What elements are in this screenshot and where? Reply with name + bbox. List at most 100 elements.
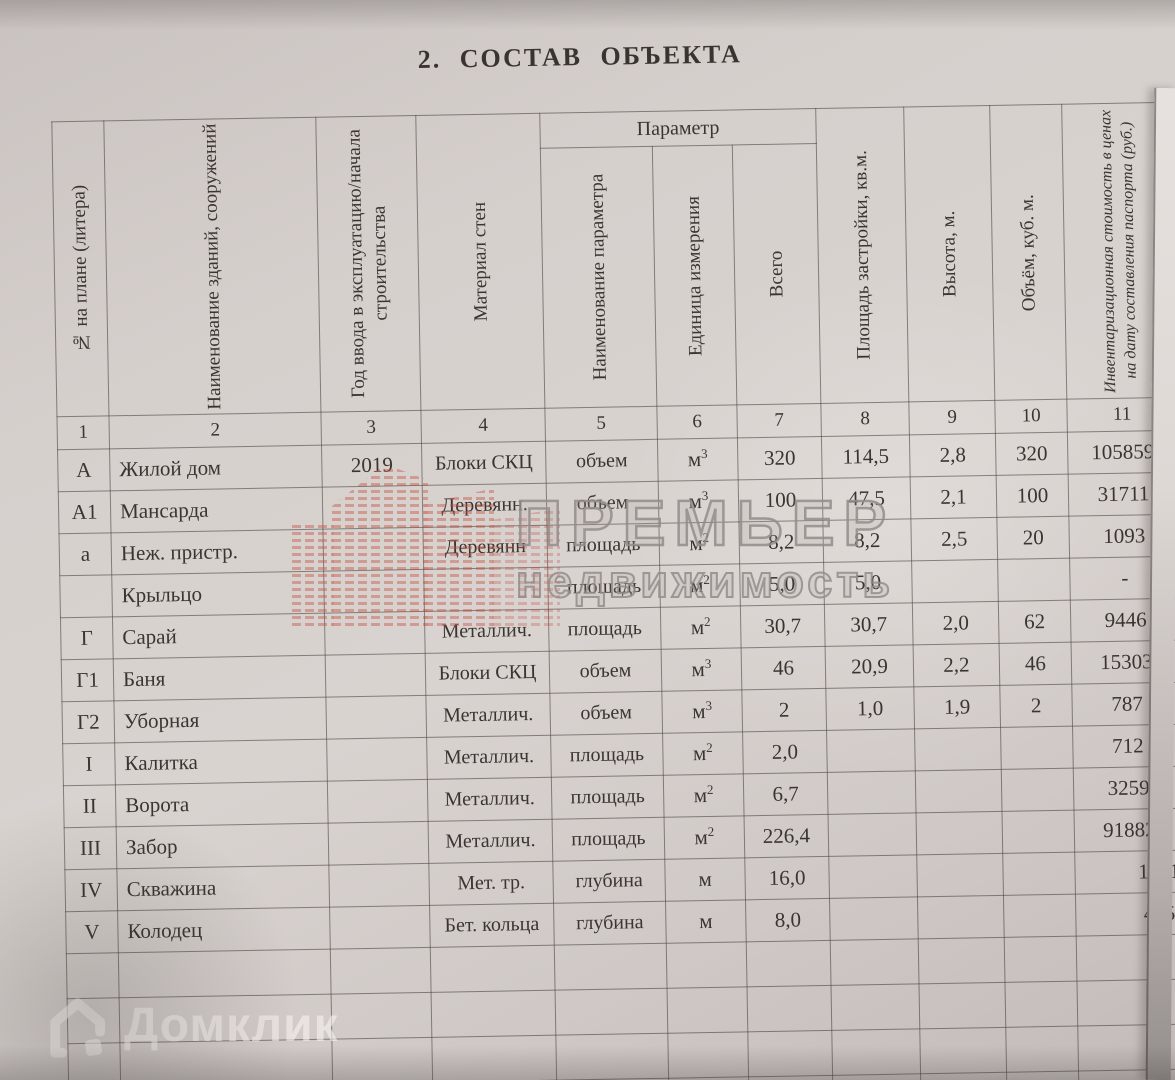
column-header-label: Инвентаризационная стоимость в ценах на … [1096,109,1140,393]
table-cell-total: 5,0 [739,562,825,606]
table-cell-height: 2,5 [910,517,998,561]
unit-base: м [688,489,703,514]
table-cell-total: 320 [737,436,823,480]
table-cell-param: площадь [547,565,661,610]
cell-value: 2019 [350,452,394,478]
cell-value: 8,0 [774,907,802,932]
table-cell-material: Металлич. [427,777,553,822]
cell-value: 62 [1023,609,1046,634]
column-header-label: Наименование зданий, сооружений [198,123,225,410]
table-header-cell: Единица измерения [652,144,737,407]
cell-value: объем [579,659,632,683]
cell-value: 8,2 [767,529,795,554]
unit-base: м [698,866,712,892]
cell-value: I [85,751,93,776]
empty-cell [555,988,668,1036]
cell-value: Металлич. [442,703,534,727]
table-header-cell: № на плане (литера) [51,120,109,417]
unit-base: м [692,741,707,766]
table-cell-unit: м [664,857,746,902]
cell-value: Блоки СКЦ [438,660,537,685]
cell-value: Жилой дом [119,455,222,482]
cell-value: 30,7 [850,611,888,637]
table-cell-name: Крыльцо [111,571,325,617]
cell-value: глубина [575,869,644,893]
table-cell-litera: а [59,532,112,576]
table-cell-year [328,863,430,908]
cell-value: Калитка [124,749,199,776]
table-cell-year [329,905,431,950]
column-header-label: № на плане (литера) [68,184,92,353]
cell-value: площадь [567,617,643,641]
table-cell-area [829,896,919,941]
cell-value: площадь [565,533,641,557]
cell-value: 2 [1030,693,1042,718]
table-cell-year [323,569,425,614]
unit-superscript: 2 [702,529,710,546]
column-number-cell: 8 [820,401,910,437]
column-header-label: Объём, куб. м. [1016,193,1040,311]
table-cell-param: объем [545,439,659,484]
unit-base: м [691,657,706,682]
cell-value: 2 [778,697,790,722]
param-group-header: Параметр [539,108,817,149]
cell-value: 8,2 [853,527,881,553]
table-cell-area: 47,5 [822,476,911,521]
column-number-cell: 10 [994,399,1068,434]
table-cell-total: 100 [738,478,823,522]
table-header-cell: Площадь застройки, кв.м. [815,106,909,404]
empty-cell [918,982,1006,1029]
column-header-label: Единица измерения [682,195,707,356]
cell-value: Крыльцо [121,581,203,608]
unit-superscript: 3 [700,445,708,462]
cell-value: 20 [1022,525,1044,550]
table-cell-height [915,769,1002,813]
bottom-shadow [0,1046,1175,1080]
table-cell-area [828,812,917,857]
cell-value: 6,7 [772,781,799,806]
table-cell-unit: м3 [658,479,739,524]
table-cell-name: Уборная [113,697,327,743]
table-cell-param: глубина [553,901,667,946]
table-cell-name: Сарай [112,613,326,659]
table-cell-unit: м2 [663,773,745,818]
table-cell-volume [997,558,1071,602]
unit-base: м [694,824,708,850]
table-cell-volume [1002,852,1076,896]
table-cell-height: 2,2 [913,643,1000,687]
unit-superscript: 3 [701,487,709,504]
cell-value: Г [80,625,94,650]
table-cell-total: 226,4 [744,814,829,858]
table-cell-litera: Г2 [61,700,115,744]
table-cell-total: 8,2 [738,520,824,564]
unit-superscript: 2 [703,571,710,588]
cell-value: объем [575,449,628,473]
table-cell-area: 20,9 [825,644,914,689]
cell-value: Сарай [122,624,177,650]
cell-value: Бет. кольца [444,912,540,937]
empty-cell [918,937,1005,984]
empty-cell [430,945,556,993]
cell-value: Мет. тр. [457,871,526,895]
cell-value: а [80,541,91,566]
cell-value: Металлич. [444,787,535,811]
empty-cell [1004,936,1077,983]
unit-superscript: 2 [707,823,715,839]
unit-base: м [693,783,708,808]
column-number-cell: 4 [420,408,546,444]
cell-value: Деревянн. [441,493,528,517]
cell-value: 320 [1015,441,1048,466]
table-cell-param: площадь [546,523,660,568]
table-cell-area [826,728,916,773]
cell-value: 30,7 [764,613,802,638]
cell-value: 2,8 [939,442,967,467]
table-cell-total: 30,7 [740,604,826,648]
cell-value: 226,4 [762,823,811,849]
cell-value: 712 [1111,733,1144,758]
empty-cell [330,947,432,995]
table-cell-area: 1,0 [825,686,915,731]
table-cell-height [914,727,1002,771]
table-header-cell: Всего [732,143,821,405]
table-cell-year [327,779,429,824]
unit-base: м [689,531,703,556]
